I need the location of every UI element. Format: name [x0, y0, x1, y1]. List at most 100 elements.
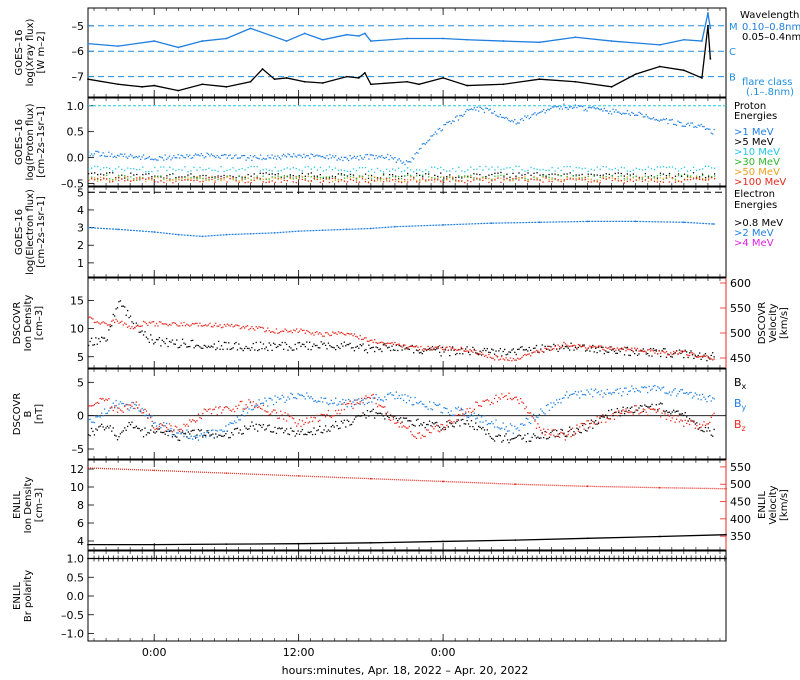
data-point [160, 175, 162, 177]
data-point [367, 177, 370, 180]
data-point [440, 166, 442, 168]
data-point [551, 173, 553, 175]
data-point [528, 421, 530, 424]
data-point [371, 401, 373, 403]
data-point [461, 170, 463, 172]
data-point [605, 178, 607, 180]
data-point [674, 387, 676, 390]
data-point [701, 355, 704, 357]
data-point [138, 155, 140, 157]
data-point [161, 323, 163, 325]
data-point [443, 426, 445, 429]
data-point [339, 412, 341, 415]
data-point [91, 176, 93, 178]
data-point [202, 174, 204, 177]
data-point [297, 557, 300, 560]
data-point [449, 180, 451, 182]
data-point [371, 154, 373, 156]
data-point [287, 153, 289, 155]
data-point [537, 423, 539, 425]
flare-note: flare class [742, 77, 792, 88]
data-point [203, 344, 205, 347]
data-point [363, 337, 366, 339]
data-point [572, 175, 574, 177]
data-point [194, 322, 197, 324]
data-point [680, 352, 682, 355]
data-point [563, 173, 565, 175]
data-point [496, 400, 499, 403]
data-point [210, 153, 213, 155]
y-axis-title: Br polarity [23, 570, 34, 622]
data-point [102, 337, 104, 339]
data-point [303, 32, 306, 35]
data-point [186, 323, 188, 325]
data-point [215, 348, 217, 351]
data-point [506, 173, 508, 175]
data-point [410, 431, 412, 433]
data-point [558, 346, 561, 348]
data-point [584, 350, 587, 352]
data-point [560, 179, 562, 181]
data-point [537, 416, 539, 419]
data-point [589, 426, 591, 428]
data-point [232, 434, 234, 436]
data-point [725, 487, 727, 490]
data-point [661, 403, 663, 405]
data-point [397, 178, 400, 180]
data-point [431, 166, 433, 168]
data-point [684, 125, 686, 127]
data-point [704, 178, 707, 181]
data-point [114, 434, 116, 436]
data-point [667, 414, 669, 416]
data-point [586, 557, 589, 560]
data-point [397, 159, 399, 161]
data-point [521, 117, 523, 120]
data-point [247, 177, 249, 180]
y2-axis-title: [km/s] [779, 307, 790, 339]
data-point [563, 103, 565, 105]
data-point [304, 421, 306, 424]
data-point [289, 177, 291, 179]
data-point [446, 421, 448, 423]
data-point [331, 175, 334, 177]
data-point [293, 349, 295, 351]
data-point [397, 181, 400, 183]
data-point [333, 414, 335, 417]
data-point [557, 350, 559, 353]
data-point [353, 399, 356, 401]
data-point [97, 173, 99, 176]
data-point [316, 169, 319, 171]
data-point [330, 426, 332, 428]
data-point [649, 408, 652, 410]
data-point [492, 438, 494, 440]
data-point [642, 386, 644, 389]
data-point [114, 405, 116, 407]
data-point [701, 177, 704, 180]
data-point [382, 156, 384, 159]
data-point [226, 181, 228, 183]
data-point [259, 326, 262, 329]
data-point [193, 347, 195, 349]
data-point [656, 175, 659, 177]
data-point [283, 396, 285, 398]
data-point [206, 430, 208, 432]
data-point [403, 170, 406, 172]
data-point [706, 354, 708, 357]
data-point [670, 352, 672, 354]
data-point [242, 432, 244, 435]
data-point [537, 112, 539, 115]
data-point [365, 348, 367, 351]
data-point [382, 400, 384, 402]
data-point [154, 428, 156, 431]
data-point [349, 170, 352, 173]
data-point [261, 347, 263, 350]
data-point [329, 403, 331, 405]
data-point [223, 430, 226, 432]
data-point [112, 313, 114, 316]
data-point [296, 156, 298, 158]
data-point [158, 425, 161, 428]
data-point [407, 427, 409, 429]
data-point [583, 393, 585, 396]
data-point [151, 420, 153, 423]
data-point [309, 431, 311, 434]
